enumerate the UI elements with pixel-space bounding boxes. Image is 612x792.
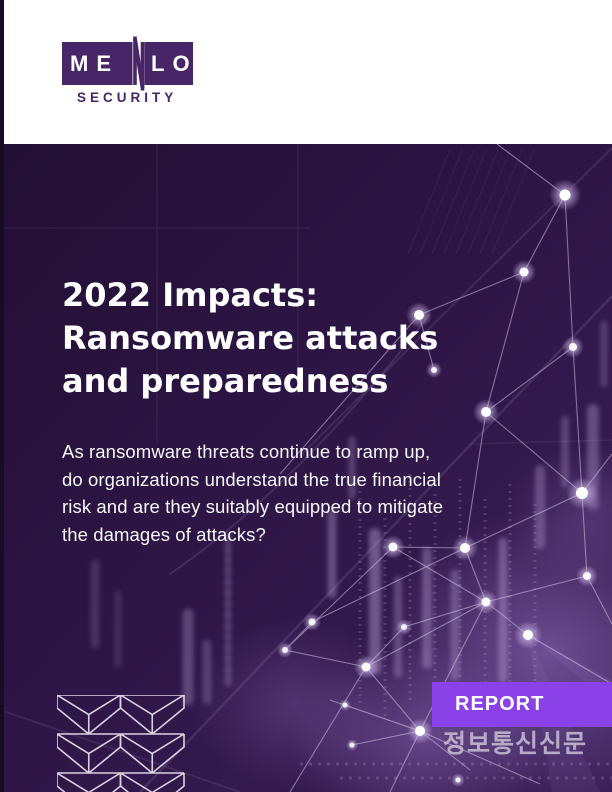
title-line-1: 2022 Impacts: [62,276,319,314]
candlestick-chart-graphic [90,320,608,706]
logo-letters-me: ME [70,51,119,76]
logo-box [62,42,193,85]
menlo-security-logo: ME LO SECURITY [62,36,198,105]
subtitle-line-3: risk and are they suitably equipped to m… [62,496,444,517]
report-subtitle: As ransomware threats continue to ramp u… [62,438,443,548]
logo-subtext: SECURITY [77,90,177,105]
report-title: 2022 Impacts: Ransomware attacks and pre… [62,274,438,403]
header: ME LO SECURITY [0,0,612,144]
hatch-texture [407,149,535,255]
subtitle-line-1: As ransomware threats continue to ramp u… [62,441,431,462]
subtitle-line-2: do organizations understand the true fin… [62,468,441,490]
title-line-3: and preparedness [62,362,389,400]
chevron-pattern-graphic [57,695,185,792]
title-line-2: Ransomware attacks [62,319,439,357]
logo-letter-n-shape [133,36,145,91]
logo-letters-lo: LO [151,51,198,76]
watermark-text: 정보통신신문 [443,730,588,758]
subtitle-line-4: the damages of attacks? [62,523,266,545]
report-badge: REPORT [432,682,612,727]
network-graph-nodes [277,179,598,787]
page-edge-strip [0,0,4,792]
